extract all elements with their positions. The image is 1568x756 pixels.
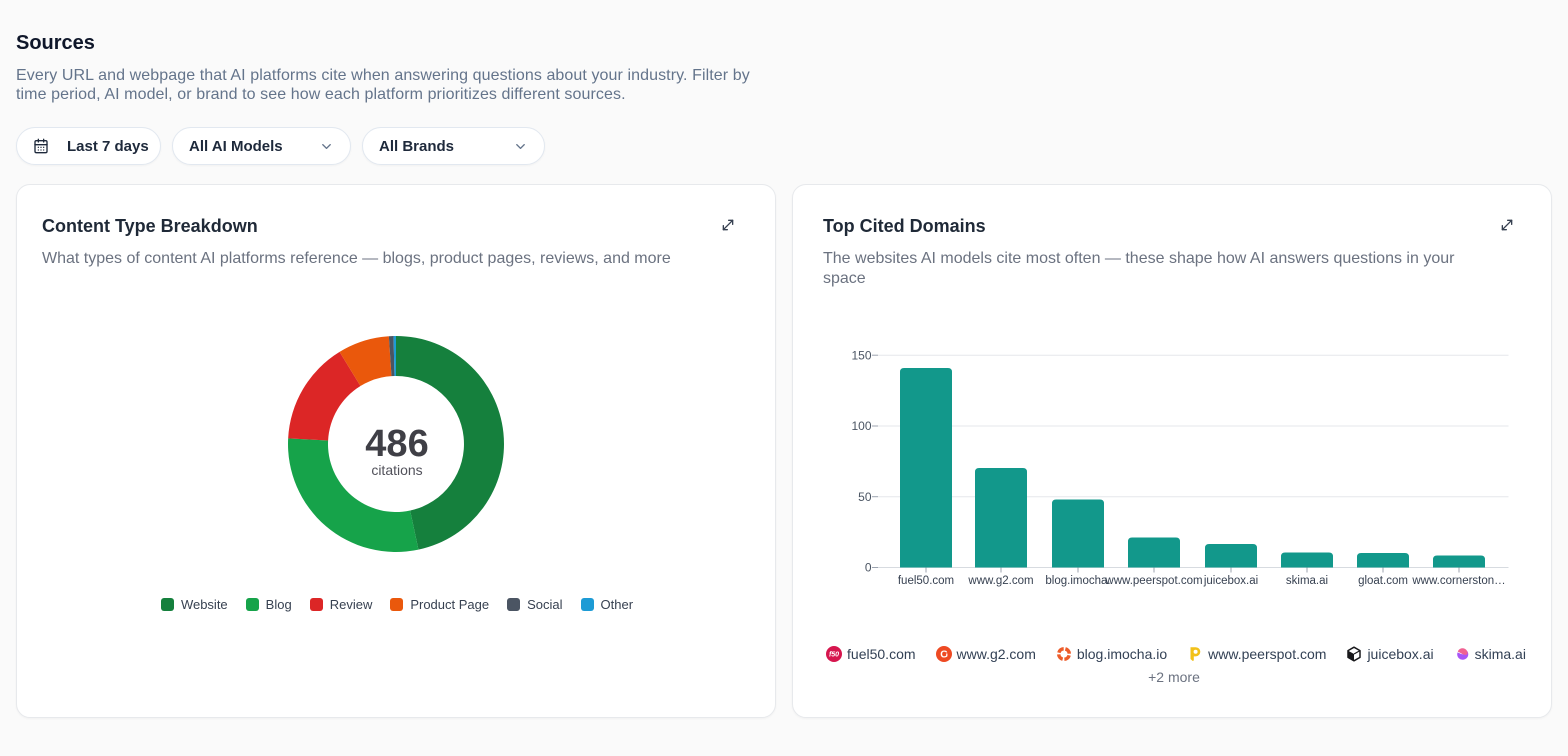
svg-text:skima.ai: skima.ai <box>1286 575 1328 587</box>
svg-text:gloat.com: gloat.com <box>1358 575 1408 587</box>
svg-text:juicebox.ai: juicebox.ai <box>1203 575 1258 587</box>
svg-text:f50: f50 <box>829 652 839 659</box>
svg-text:blog.imocha.: blog.imocha. <box>1045 575 1110 587</box>
svg-text:100: 100 <box>851 419 871 433</box>
svg-text:0: 0 <box>865 561 872 575</box>
svg-text:www.peerspot.com: www.peerspot.com <box>1104 575 1202 587</box>
svg-text:fuel50.com: fuel50.com <box>898 575 954 587</box>
svg-text:www.cornerston…: www.cornerston… <box>1411 575 1505 587</box>
svg-text:www.g2.com: www.g2.com <box>967 575 1033 587</box>
svg-text:50: 50 <box>858 490 872 504</box>
svg-text:150: 150 <box>851 348 871 362</box>
